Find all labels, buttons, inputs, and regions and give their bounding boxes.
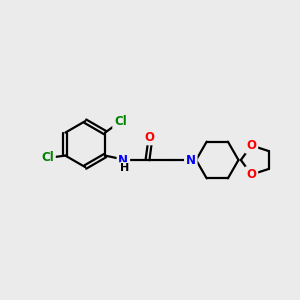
Text: Cl: Cl xyxy=(41,151,54,164)
Text: Cl: Cl xyxy=(114,115,127,128)
Text: N: N xyxy=(118,154,128,166)
Text: O: O xyxy=(246,168,256,181)
Text: N: N xyxy=(186,154,196,166)
Text: O: O xyxy=(145,130,155,143)
Text: O: O xyxy=(246,139,256,152)
Text: H: H xyxy=(120,163,129,173)
